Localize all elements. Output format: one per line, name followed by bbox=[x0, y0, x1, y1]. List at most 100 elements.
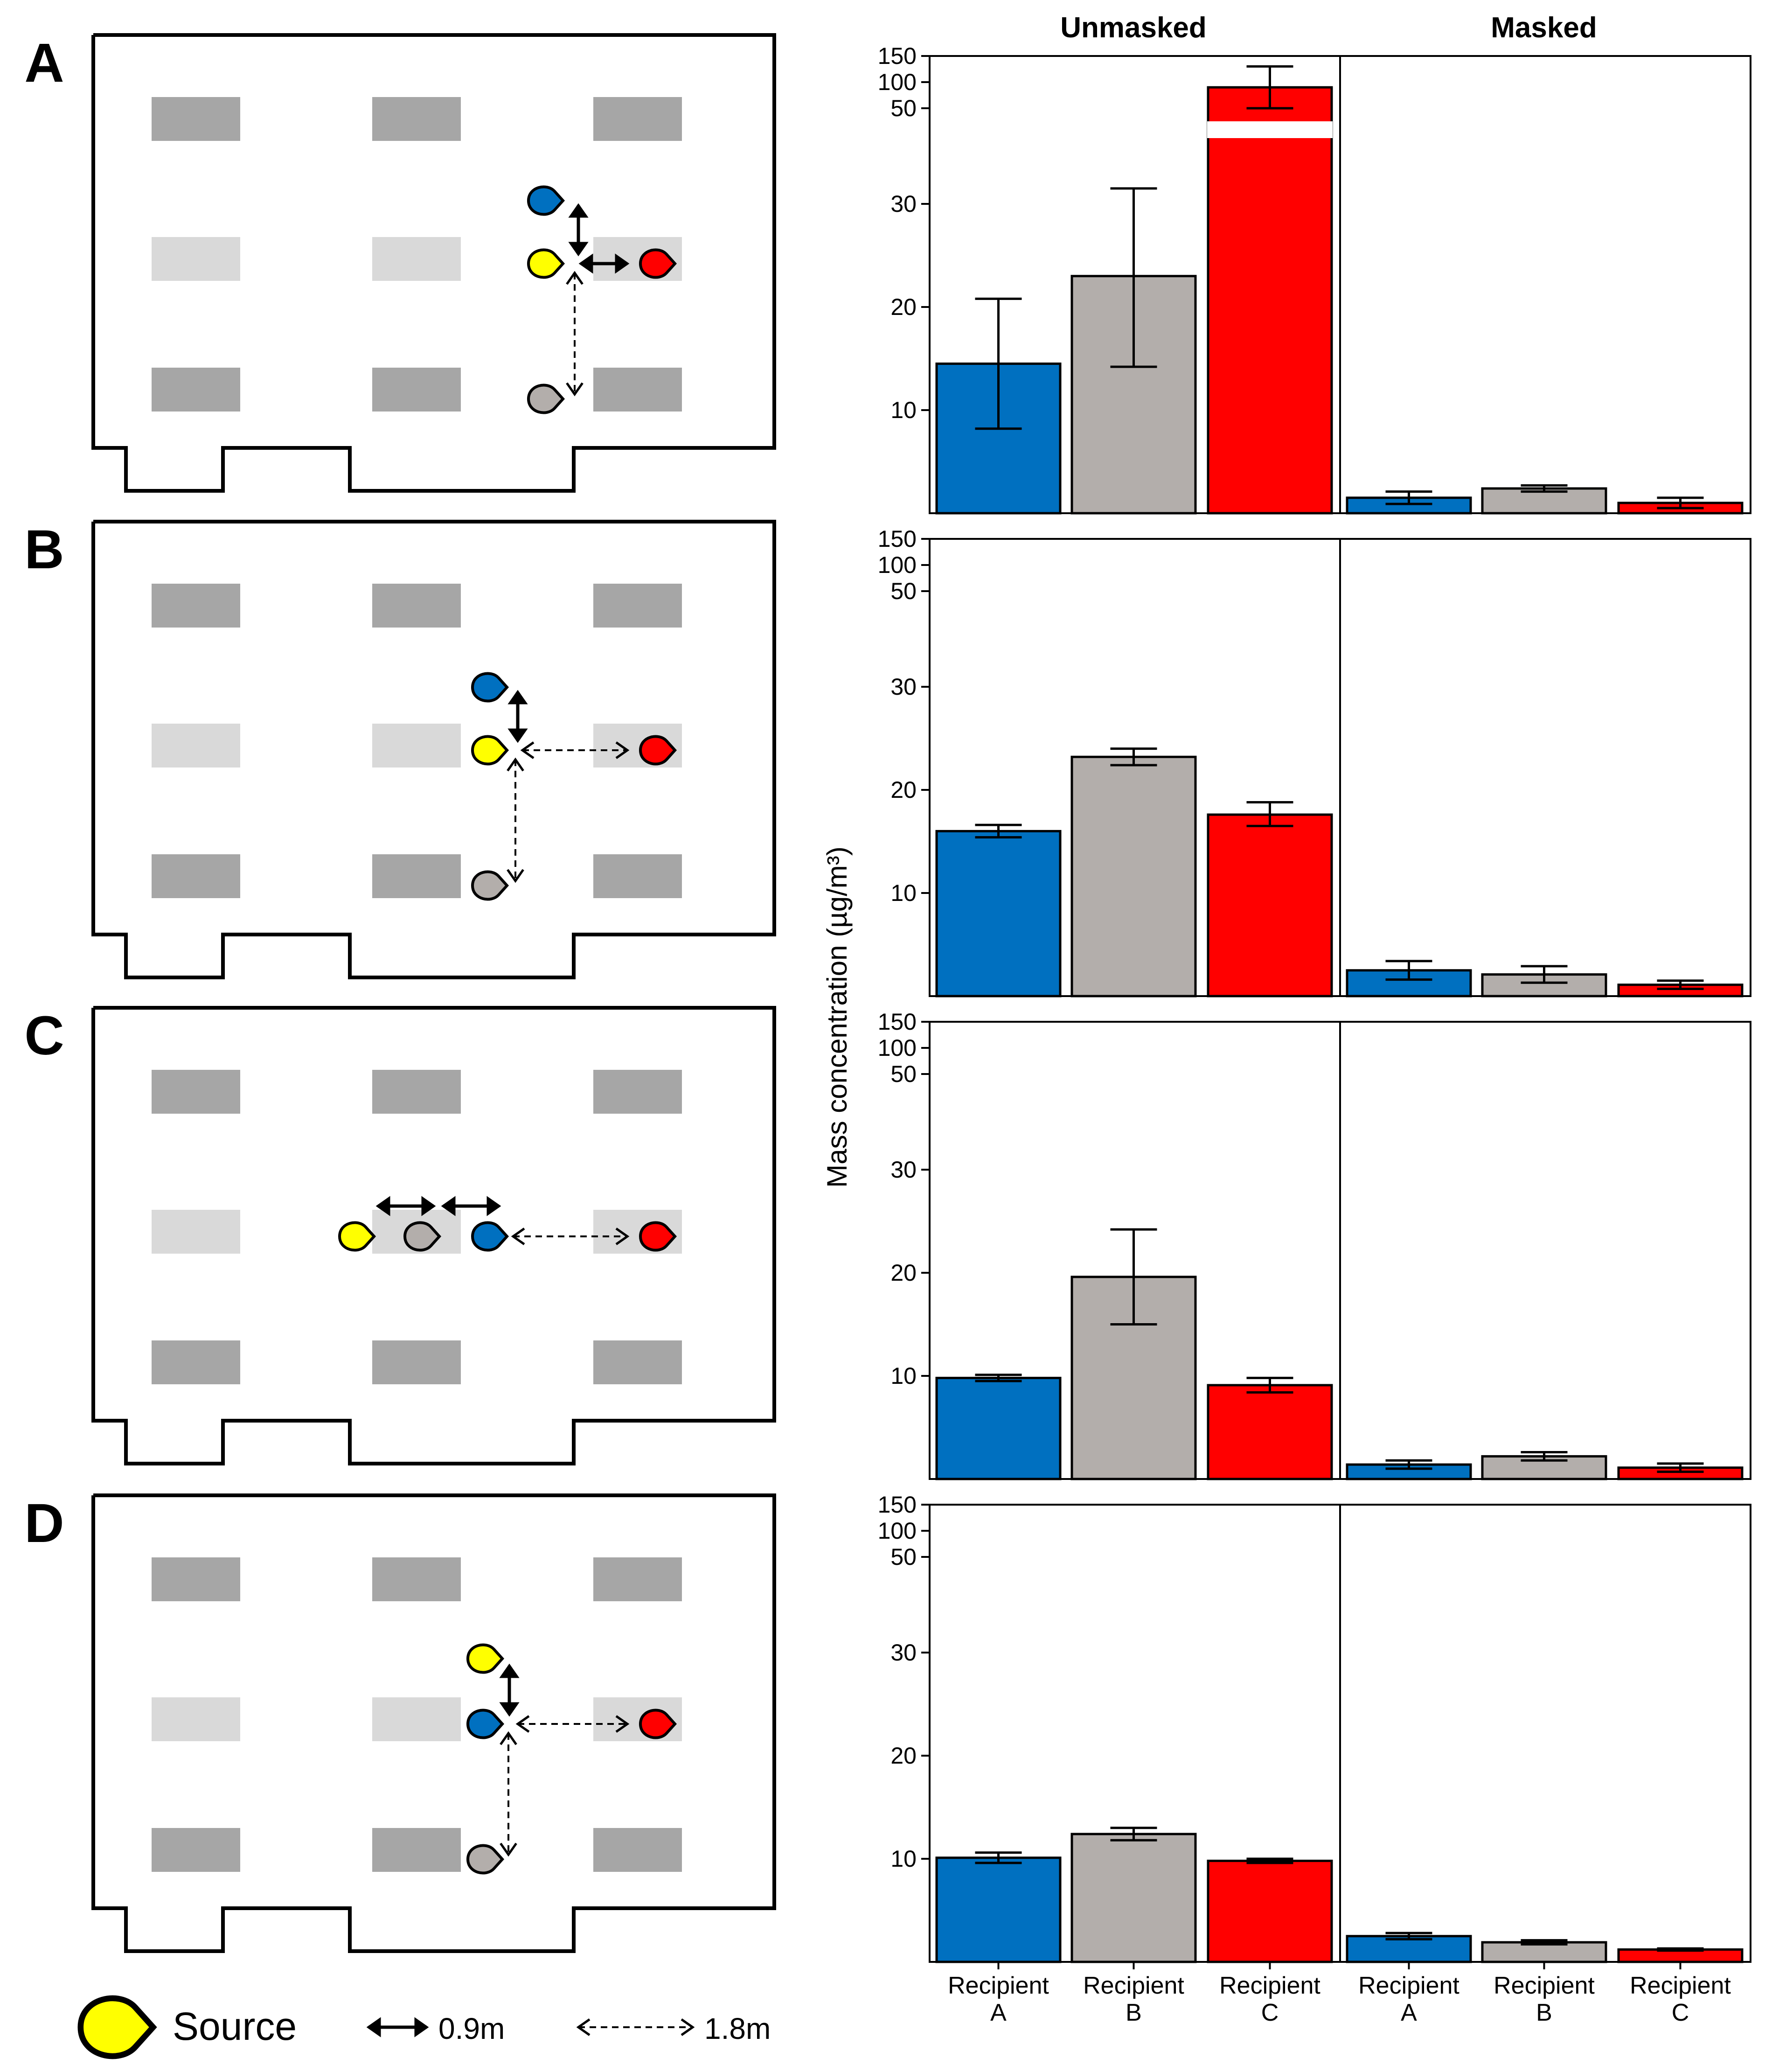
y-tick-label: 10 bbox=[890, 397, 917, 423]
legend-source-swatch bbox=[77, 1995, 157, 2059]
legend-solid-arrow-head-end bbox=[414, 2017, 429, 2037]
legend-source-label: Source bbox=[173, 2004, 297, 2048]
person-recipient-c bbox=[639, 248, 677, 279]
y-tick-label: 30 bbox=[890, 1157, 917, 1183]
person-recipient-b bbox=[471, 870, 509, 901]
x-tick-label: C bbox=[1261, 1999, 1279, 2026]
arrow-1-8m-head-start bbox=[511, 1228, 525, 1245]
arrow-0-9m-head-end bbox=[421, 1196, 436, 1216]
seat-desk bbox=[372, 584, 461, 628]
person-source-head bbox=[466, 1643, 505, 1674]
facet-header-unmasked: Unmasked bbox=[1060, 12, 1207, 44]
arrow-0-9m-head-end bbox=[499, 1702, 520, 1717]
facet-header-masked: Masked bbox=[1491, 12, 1597, 44]
arrow-0-9m-head-start bbox=[499, 1663, 520, 1678]
bar-unmasked-recipient-c bbox=[1207, 813, 1333, 998]
arrow-1-8m bbox=[566, 271, 584, 397]
arrow-1-8m-head-start bbox=[507, 757, 524, 772]
bar-unmasked-recipient-a bbox=[935, 830, 1062, 998]
x-tick-label: A bbox=[1401, 1999, 1417, 2026]
y-tick-label: 150 bbox=[878, 526, 917, 552]
person-source-head bbox=[338, 1221, 376, 1252]
person-recipient-b bbox=[403, 1221, 442, 1252]
arrow-0-9m bbox=[578, 253, 630, 274]
arrow-1-8m-head-end bbox=[507, 869, 524, 883]
arrow-0-9m-head-end bbox=[568, 242, 589, 257]
seat-desk bbox=[152, 237, 240, 281]
diagram-a bbox=[91, 33, 776, 493]
panel-label: C bbox=[24, 1005, 64, 1067]
x-tick-label: Recipient bbox=[948, 1972, 1049, 1999]
panel-label: D bbox=[24, 1493, 64, 1554]
y-tick-label: 100 bbox=[878, 1518, 917, 1544]
y-tick-label: 10 bbox=[890, 1363, 917, 1389]
arrow-1-8m-head-end bbox=[500, 1842, 517, 1857]
y-tick-label: 10 bbox=[890, 1846, 917, 1872]
y-tick-label: 30 bbox=[890, 674, 917, 700]
seat-desk bbox=[152, 854, 240, 898]
person-recipient-a bbox=[471, 1221, 509, 1252]
seat-desk bbox=[372, 724, 461, 767]
person-recipient-b-head bbox=[466, 1844, 505, 1875]
floor-plan-diagrams bbox=[77, 33, 776, 2059]
bar-unmasked-recipient-b bbox=[1070, 1833, 1197, 1963]
arrow-0-9m bbox=[568, 203, 589, 257]
y-tick-label: 50 bbox=[890, 578, 917, 604]
seat-desk bbox=[593, 1070, 682, 1114]
bar-unmasked-recipient-c-axis-break bbox=[1207, 121, 1333, 138]
y-tick-label: 100 bbox=[878, 552, 917, 578]
y-tick-label: 20 bbox=[890, 1743, 917, 1769]
person-recipient-c bbox=[639, 1709, 677, 1739]
x-tick-label: Recipient bbox=[1494, 1972, 1595, 1999]
person-source bbox=[471, 735, 509, 766]
bar-unmasked-recipient-b bbox=[1070, 755, 1197, 998]
seat-desk bbox=[152, 1070, 240, 1114]
x-tick-label: Recipient bbox=[1630, 1972, 1731, 1999]
person-recipient-b-head bbox=[403, 1221, 442, 1252]
seat-desk bbox=[372, 1697, 461, 1741]
y-tick-label: 50 bbox=[890, 1061, 917, 1087]
arrow-0-9m bbox=[441, 1196, 501, 1216]
y-tick-label: 150 bbox=[878, 1492, 917, 1518]
arrow-1-8m-head-start bbox=[500, 1731, 517, 1745]
legend-source-icon-head bbox=[77, 1995, 157, 2059]
arrow-0-9m-head-start bbox=[375, 1196, 390, 1216]
figure-text: Unmasked Masked Mass concentration (µg/m… bbox=[24, 12, 1597, 2048]
person-recipient-a-head bbox=[471, 1221, 509, 1252]
legend-dashed-arrow-head-start bbox=[576, 2018, 591, 2036]
arrow-1-8m-head-end bbox=[566, 382, 584, 397]
seat-desk bbox=[372, 97, 461, 141]
y-tick-label: 30 bbox=[890, 191, 917, 217]
arrow-0-9m-head-start bbox=[441, 1196, 456, 1216]
person-recipient-a-head bbox=[527, 185, 565, 216]
person-recipient-b bbox=[466, 1844, 505, 1875]
arrow-1-8m bbox=[511, 1228, 630, 1245]
y-tick-label: 150 bbox=[878, 1009, 917, 1035]
arrow-0-9m-head-end bbox=[507, 728, 528, 743]
arrow-1-8m bbox=[515, 1715, 630, 1733]
person-recipient-c-head bbox=[639, 735, 677, 766]
seat-desk bbox=[152, 1828, 240, 1872]
arrow-0-9m bbox=[375, 1196, 436, 1216]
y-tick-label: 100 bbox=[878, 1035, 917, 1061]
seat-desk bbox=[152, 1210, 240, 1254]
arrow-1-8m-head-end bbox=[615, 1228, 630, 1245]
panel-label: B bbox=[24, 519, 64, 580]
x-tick-label: C bbox=[1672, 1999, 1689, 2026]
legend-dashed-label: 1.8m bbox=[704, 2012, 771, 2045]
person-source bbox=[466, 1643, 505, 1674]
seat-desk bbox=[372, 1557, 461, 1601]
arrow-1-8m-head-start bbox=[566, 271, 584, 285]
x-tick-label: Recipient bbox=[1219, 1972, 1320, 1999]
person-source-head bbox=[471, 735, 509, 766]
y-tick-label: 10 bbox=[890, 880, 917, 906]
seat-desk bbox=[593, 97, 682, 141]
arrow-0-9m bbox=[507, 690, 528, 743]
seat-desk bbox=[152, 368, 240, 412]
seat-desk bbox=[152, 1340, 240, 1384]
x-tick-label: B bbox=[1126, 1999, 1142, 2026]
